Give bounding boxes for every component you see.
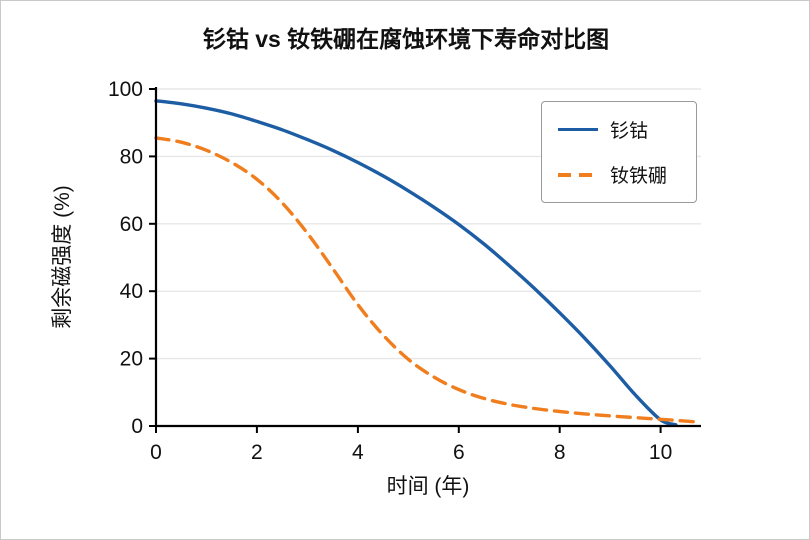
x-tick-label: 6: [453, 441, 465, 464]
y-tick-label: 100: [108, 78, 143, 101]
y-tick-label: 0: [131, 415, 143, 438]
y-tick-label: 60: [120, 213, 143, 236]
x-tick-label: 0: [150, 441, 162, 464]
series-line-1: [154, 136, 701, 424]
y-tick-label: 20: [120, 348, 143, 371]
legend-item-smco: 钐钴: [558, 116, 680, 143]
legend-item-ndfeb: 钕铁硼: [558, 161, 680, 188]
legend-label-ndfeb: 钕铁硼: [610, 166, 668, 187]
legend-label-smco: 钐钴: [610, 121, 649, 142]
x-tick-label: 2: [251, 441, 263, 464]
chart-title: 钐钴 vs 钕铁硼在腐蚀环境下寿命对比图: [202, 26, 610, 52]
legend-line-sample-solid: [558, 127, 598, 132]
legend: 钐钴 钕铁硼: [541, 101, 697, 203]
y-axis-label: 剩余磁强度 (%): [51, 185, 74, 329]
y-tick-label: 40: [120, 280, 143, 303]
y-tick-label: 80: [120, 145, 143, 168]
x-tick-label: 8: [554, 441, 566, 464]
x-axis-label: 时间 (年): [386, 475, 470, 498]
x-tick-label: 4: [352, 441, 364, 464]
x-tick-label: 10: [649, 441, 672, 464]
legend-line-sample-dashed: [558, 172, 598, 177]
series-line-0: [154, 99, 678, 427]
